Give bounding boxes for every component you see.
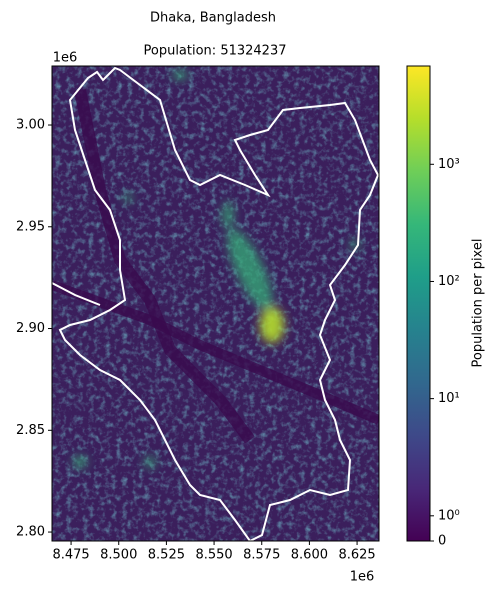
colorbar-tick-label: 0 bbox=[438, 534, 446, 549]
y-tick-label: 2.90 bbox=[16, 321, 45, 336]
x-tick-label: 8.625 bbox=[338, 548, 375, 563]
colorbar-tick-label: 10¹ bbox=[438, 391, 460, 406]
chart-title: Dhaka, Bangladesh bbox=[150, 11, 276, 26]
colorbar-tick-label: 10⁰ bbox=[438, 508, 460, 523]
y-tick-label: 2.85 bbox=[16, 423, 45, 438]
y-offset-label: 1e6 bbox=[53, 51, 78, 66]
colorbar-label: Population per pixel bbox=[471, 239, 486, 368]
x-tick-label: 8.550 bbox=[195, 548, 232, 563]
colorbar bbox=[406, 65, 431, 542]
plot-frame bbox=[51, 65, 380, 542]
y-tick-label: 2.80 bbox=[16, 525, 45, 540]
x-tick-label: 8.475 bbox=[52, 548, 89, 563]
colorbar-tick-label: 10² bbox=[438, 274, 460, 289]
colorbar-tick-label: 10³ bbox=[438, 157, 460, 172]
y-tick-label: 3.00 bbox=[16, 118, 45, 133]
x-tick-label: 8.500 bbox=[100, 548, 137, 563]
y-tick-label: 2.95 bbox=[16, 219, 45, 234]
chart-subtitle: Population: 51324237 bbox=[144, 44, 287, 59]
raster bbox=[52, 66, 379, 541]
x-tick-label: 8.575 bbox=[243, 548, 280, 563]
x-offset-label: 1e6 bbox=[350, 570, 375, 585]
urban-area bbox=[73, 70, 360, 468]
x-tick-label: 8.525 bbox=[148, 548, 185, 563]
admin-boundary bbox=[52, 66, 379, 541]
x-tick-label: 8.600 bbox=[291, 548, 328, 563]
